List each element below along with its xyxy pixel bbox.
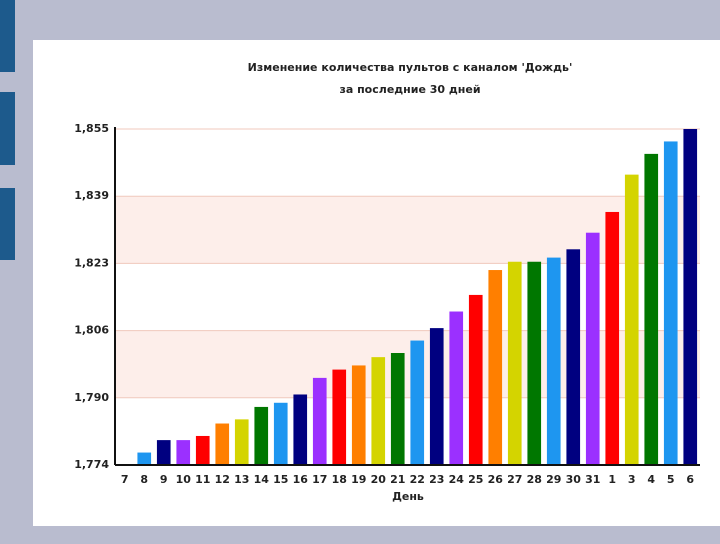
y-tick-label: 1,806	[74, 324, 109, 337]
x-tick-label: 22	[410, 473, 425, 486]
x-tick-label: 20	[371, 473, 387, 486]
x-tick-label: 21	[390, 473, 405, 486]
x-tick-label: 17	[312, 473, 327, 486]
bar	[156, 440, 171, 465]
x-tick-label: 24	[449, 473, 465, 486]
x-tick-label: 10	[176, 473, 192, 486]
decor-block	[0, 92, 15, 165]
x-tick-label: 15	[273, 473, 288, 486]
x-tick-label: 16	[293, 473, 309, 486]
x-tick-label: 12	[215, 473, 230, 486]
x-tick-label: 8	[140, 473, 148, 486]
bar	[137, 452, 152, 465]
x-tick-label: 13	[234, 473, 249, 486]
bar	[585, 232, 600, 465]
bar	[449, 311, 464, 465]
y-tick-label: 1,823	[74, 256, 109, 269]
bar	[254, 406, 269, 465]
x-tick-label: 26	[488, 473, 504, 486]
grid-band	[115, 330, 700, 398]
x-tick-label: 25	[468, 473, 483, 486]
bar	[351, 365, 366, 465]
bar	[605, 211, 620, 465]
bar	[176, 440, 191, 465]
y-tick-label: 1,839	[74, 189, 109, 202]
x-tick-label: 4	[647, 473, 655, 486]
x-tick-label: 28	[527, 473, 542, 486]
x-tick-label: 27	[507, 473, 522, 486]
x-tick-label: 1	[608, 473, 616, 486]
bar	[663, 141, 678, 465]
x-tick-label: 30	[566, 473, 582, 486]
bar	[644, 153, 659, 465]
x-tick-label: 6	[686, 473, 694, 486]
x-tick-label: 19	[351, 473, 366, 486]
chart-subtitle: за последние 30 дней	[339, 83, 480, 96]
bar	[195, 435, 210, 465]
chart-title: Изменение количества пультов с каналом '…	[248, 61, 573, 74]
bar	[273, 402, 288, 465]
x-tick-label: 18	[332, 473, 347, 486]
bar	[566, 249, 581, 465]
bar	[468, 294, 483, 465]
bar	[312, 377, 327, 465]
y-tick-label: 1,774	[74, 458, 109, 471]
x-axis-label: День	[392, 490, 424, 503]
bar	[332, 369, 347, 465]
x-tick-label: 14	[254, 473, 270, 486]
bar	[410, 340, 425, 465]
bar	[507, 261, 522, 465]
bar	[429, 328, 444, 465]
decor-block	[0, 188, 15, 260]
x-tick-label: 31	[585, 473, 600, 486]
bar	[527, 261, 542, 465]
bar	[683, 129, 698, 465]
x-tick-label: 11	[195, 473, 210, 486]
decor-block	[0, 0, 15, 72]
bar	[546, 257, 561, 465]
bar	[390, 353, 405, 465]
bar	[215, 423, 230, 465]
bar	[371, 357, 386, 465]
grid-band	[115, 196, 700, 264]
bar	[234, 419, 249, 465]
x-tick-label: 29	[546, 473, 561, 486]
x-tick-label: 7	[121, 473, 129, 486]
bar	[624, 174, 639, 465]
bar	[488, 270, 503, 465]
x-tick-label: 23	[429, 473, 444, 486]
x-tick-label: 9	[160, 473, 168, 486]
y-tick-label: 1,790	[74, 391, 109, 404]
x-tick-label: 5	[667, 473, 675, 486]
bar	[293, 394, 308, 465]
y-tick-label: 1,855	[74, 122, 109, 135]
x-tick-label: 3	[628, 473, 636, 486]
